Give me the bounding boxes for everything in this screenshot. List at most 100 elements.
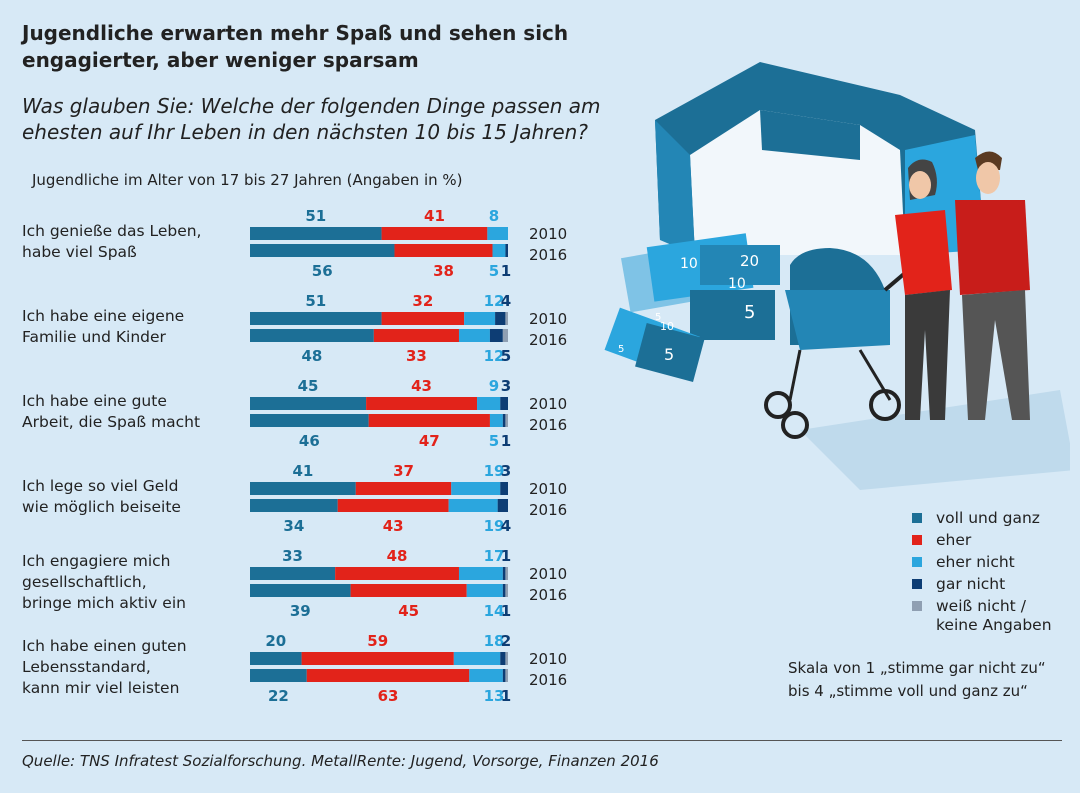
data-label-eher-2010: 59 xyxy=(367,632,388,650)
family-house-illustration: 10 20 10 5 5 10 5 5 xyxy=(604,62,1070,490)
bar-segment-voll-2016 xyxy=(250,584,351,597)
category-label-line: kann mir viel leisten xyxy=(22,678,180,697)
survey-question-line1: Was glauben Sie: Welche der folgenden Di… xyxy=(22,94,601,118)
bar-segment-garnicht-2016 xyxy=(505,244,508,257)
year-label-2010: 2010 xyxy=(529,395,568,413)
bar-segment-voll-2016 xyxy=(250,414,369,427)
bar-segment-garnicht-2016 xyxy=(502,414,506,427)
year-label-2016: 2016 xyxy=(529,586,568,604)
data-label-voll-2016: 39 xyxy=(290,602,311,620)
data-label-ehernicht-2010: 12 xyxy=(484,292,505,310)
data-label-garnicht-2016: 1 xyxy=(501,687,511,705)
data-label-garnicht-2010: 3 xyxy=(501,462,511,480)
house-icon xyxy=(655,62,985,255)
category-label: Ich genieße das Leben, habe viel Spaß xyxy=(22,221,201,263)
legend-label-eher: eher xyxy=(936,531,972,549)
legend-swatch-weiss xyxy=(912,601,922,611)
bar-segment-weiss-2016 xyxy=(505,414,508,427)
legend-swatch-garnicht xyxy=(912,579,922,589)
category-label-line: Ich habe eine gute xyxy=(22,392,167,410)
bar-segment-eher-2010 xyxy=(301,652,454,665)
bar-segment-eher-2016 xyxy=(394,244,493,257)
bar-segment-ehernicht-2010 xyxy=(458,567,503,580)
banknote-value: 5 xyxy=(664,345,674,364)
category-label: Ich engagiere mich gesellschaftlich, bring… xyxy=(22,551,186,614)
data-label-eher-2016: 45 xyxy=(398,602,419,620)
category-label-line: gesellschaftlich, xyxy=(22,572,147,591)
man-icon xyxy=(955,151,1030,420)
banknote-value: 10 xyxy=(660,320,674,333)
data-label-voll-2010: 41 xyxy=(292,462,313,480)
data-label-ehernicht-2010: 19 xyxy=(484,462,505,480)
category-label: Ich habe einen guten Lebensstandard, kann … xyxy=(22,636,187,699)
year-label-2016: 2016 xyxy=(529,671,568,689)
legend-swatch-voll xyxy=(912,513,922,523)
bar-segment-eher-2016 xyxy=(373,329,459,342)
bar-segment-garnicht-2016 xyxy=(502,669,506,682)
year-label-2010: 2010 xyxy=(529,310,568,328)
bar-segment-voll-2016 xyxy=(250,329,374,342)
category-label-line: Arbeit, die Spaß macht xyxy=(22,413,201,431)
legend-swatch-eher xyxy=(912,535,922,545)
source-note: Quelle: TNS Infratest Sozialforschung. M… xyxy=(22,752,659,770)
data-label-ehernicht-2010: 17 xyxy=(484,547,505,565)
data-label-eher-2016: 47 xyxy=(419,432,440,450)
data-label-eher-2010: 48 xyxy=(387,547,408,565)
data-label-garnicht-2010: 4 xyxy=(501,292,511,310)
chart-legend: voll und ganz eher eher nicht gar nicht … xyxy=(912,508,1040,618)
bar-segment-eher-2010 xyxy=(335,567,459,580)
year-label-2016: 2016 xyxy=(529,246,568,264)
data-label-eher-2016: 38 xyxy=(433,262,454,280)
legend-item-garnicht: gar nicht xyxy=(912,574,1040,596)
banknote-value: 5 xyxy=(618,344,624,355)
category-label: Ich habe eine gute Arbeit, die Spaß macht xyxy=(22,391,200,433)
legend-label-ehernicht: eher nicht xyxy=(936,553,1015,571)
chart-title-line2: engagierter, aber weniger sparsam xyxy=(22,48,419,72)
data-label-garnicht-2010: 3 xyxy=(501,377,511,395)
stroller-icon xyxy=(764,248,920,439)
bar-segment-voll-2010 xyxy=(250,567,336,580)
survey-question-line2: ehesten auf Ihr Leben in den nächsten 10… xyxy=(22,120,588,144)
footer-divider xyxy=(22,740,1062,741)
bar-segment-eher-2010 xyxy=(381,227,488,240)
bar-segment-voll-2010 xyxy=(250,482,356,495)
category-label-line: Ich lege so viel Geld xyxy=(22,477,179,495)
data-label-voll-2010: 33 xyxy=(282,547,303,565)
bar-segment-ehernicht-2010 xyxy=(453,652,501,665)
year-label-2016: 2016 xyxy=(529,501,568,519)
woman-icon xyxy=(895,159,952,420)
legend-item-weiss: weiß nicht / xyxy=(912,596,1040,618)
bar-segment-ehernicht-2016 xyxy=(489,414,503,427)
year-label-2010: 2010 xyxy=(529,480,568,498)
data-label-garnicht-2016: 1 xyxy=(501,432,511,450)
bar-segment-eher-2010 xyxy=(355,482,452,495)
category-label: Ich habe eine eigene Familie und Kinder xyxy=(22,306,184,348)
bar-segment-voll-2010 xyxy=(250,652,302,665)
data-label-ehernicht-2010: 18 xyxy=(484,632,505,650)
category-label-line: Ich habe einen guten xyxy=(22,636,187,655)
data-label-voll-2010: 51 xyxy=(305,292,326,310)
bar-segment-ehernicht-2010 xyxy=(464,312,496,325)
bar-segment-voll-2010 xyxy=(250,227,382,240)
bar-segment-ehernicht-2010 xyxy=(477,397,501,410)
year-label-2016: 2016 xyxy=(529,416,568,434)
bar-segment-ehernicht-2016 xyxy=(469,669,503,682)
scale-note-line1: Skala von 1 „stimme gar nicht zu“ xyxy=(788,659,1046,677)
data-label-voll-2016: 56 xyxy=(312,262,333,280)
data-label-eher-2010: 41 xyxy=(424,207,445,225)
bar-segment-weiss-2010 xyxy=(505,567,508,580)
data-label-voll-2016: 22 xyxy=(268,687,289,705)
data-label-ehernicht-2016: 19 xyxy=(484,517,505,535)
data-label-ehernicht-2016: 5 xyxy=(489,432,499,450)
bar-segment-voll-2010 xyxy=(250,312,382,325)
bar-segment-eher-2016 xyxy=(337,499,449,512)
year-label-2010: 2010 xyxy=(529,565,568,583)
bar-segment-weiss-2016 xyxy=(502,329,508,342)
category-label-line: Ich genieße das Leben, xyxy=(22,222,202,240)
survey-question: Was glauben Sie: Welche der folgenden Di… xyxy=(22,93,601,145)
bar-segment-garnicht-2010 xyxy=(502,567,506,580)
data-label-eher-2016: 63 xyxy=(378,687,399,705)
data-label-voll-2010: 20 xyxy=(265,632,286,650)
data-label-voll-2016: 48 xyxy=(301,347,322,365)
bar-segment-garnicht-2010 xyxy=(500,652,506,665)
